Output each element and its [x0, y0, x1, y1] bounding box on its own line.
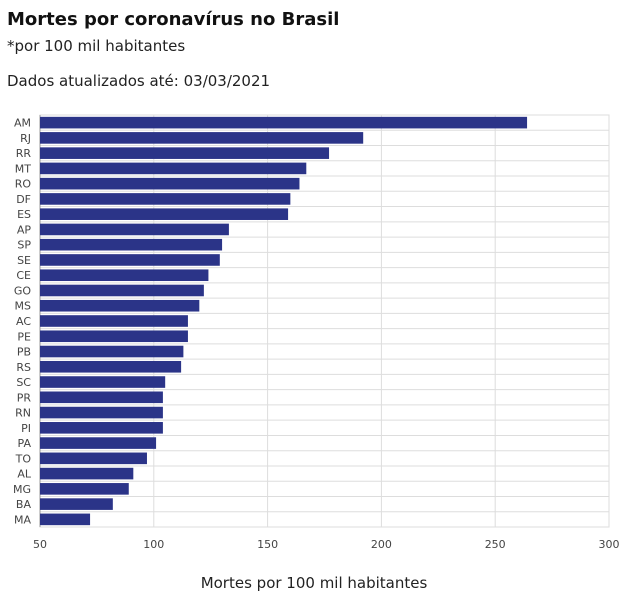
update-date-note: Dados atualizados até: 03/03/2021 [7, 72, 271, 90]
category-label-rs: RS [16, 361, 31, 374]
category-label-ac: AC [16, 315, 31, 328]
category-label-al: AL [17, 468, 32, 481]
bar-ba [40, 498, 113, 510]
category-label-df: DF [16, 193, 31, 206]
category-label-pe: PE [17, 330, 31, 343]
grid-lines [39, 114, 610, 528]
category-label-ms: MS [15, 300, 31, 313]
bar-al [40, 467, 134, 480]
bar-ac [40, 315, 188, 327]
bar-rj [40, 132, 364, 144]
category-label-pa: PA [18, 437, 32, 450]
category-label-pi: PI [21, 422, 31, 435]
bar-mg [40, 483, 129, 495]
bar-pb [40, 345, 184, 358]
bar-pe [40, 330, 188, 343]
bar-ms [40, 299, 200, 312]
category-label-rj: RJ [20, 132, 31, 145]
bar-es [40, 208, 289, 220]
category-label-ap: AP [17, 223, 32, 236]
category-labels: AM RJ RR MT RO DF ES AP SP SE CE GO MS AC PE PB RS SC PR RN… [13, 117, 32, 527]
bar-ap [40, 223, 229, 236]
category-label-ba: BA [16, 498, 32, 511]
bar-sc [40, 376, 166, 388]
bar-am [40, 116, 528, 129]
chart-title: Mortes por coronavírus no Brasil [7, 9, 340, 30]
bar-ro [40, 177, 300, 190]
category-label-am: AM [14, 117, 31, 130]
x-axis-label: Mortes por 100 mil habitantes [201, 574, 428, 592]
category-label-mg: MG [13, 483, 31, 496]
category-label-rn: RN [15, 407, 31, 420]
x-tick-50: 50 [33, 538, 47, 551]
category-label-ma: MA [14, 513, 31, 526]
x-tick-250: 250 [485, 538, 506, 551]
bar-rr [40, 147, 330, 159]
category-label-rr: RR [16, 147, 32, 160]
bar-go [40, 284, 204, 297]
x-tick-150: 150 [257, 538, 278, 551]
bar-ma [40, 513, 91, 526]
bar-rn [40, 406, 163, 419]
x-tick-100: 100 [143, 538, 164, 551]
category-label-sp: SP [17, 239, 31, 252]
bar-sp [40, 238, 223, 251]
bar-ce [40, 269, 209, 282]
x-tick-labels: 50 100 150 200 250 300 [33, 538, 620, 551]
x-tick-200: 200 [371, 538, 392, 551]
chart-subtitle: *por 100 mil habitantes [7, 37, 186, 55]
bar-rs [40, 360, 182, 373]
category-label-es: ES [17, 208, 31, 221]
category-label-to: TO [15, 452, 32, 465]
category-label-mt: MT [15, 162, 31, 175]
category-label-pb: PB [17, 346, 31, 359]
bar-df [40, 193, 291, 205]
bars [40, 116, 528, 526]
category-label-se: SE [17, 254, 31, 267]
bar-mt [40, 162, 307, 175]
bar-pa [40, 437, 157, 449]
category-label-ce: CE [16, 269, 31, 282]
bar-to [40, 452, 147, 465]
bar-pr [40, 391, 163, 404]
bar-pi [40, 422, 163, 434]
x-tick-300: 300 [599, 538, 620, 551]
category-label-ro: RO [15, 178, 32, 191]
bar-se [40, 254, 220, 266]
category-label-go: GO [14, 284, 32, 297]
category-label-pr: PR [17, 391, 32, 404]
category-label-sc: SC [16, 376, 31, 389]
